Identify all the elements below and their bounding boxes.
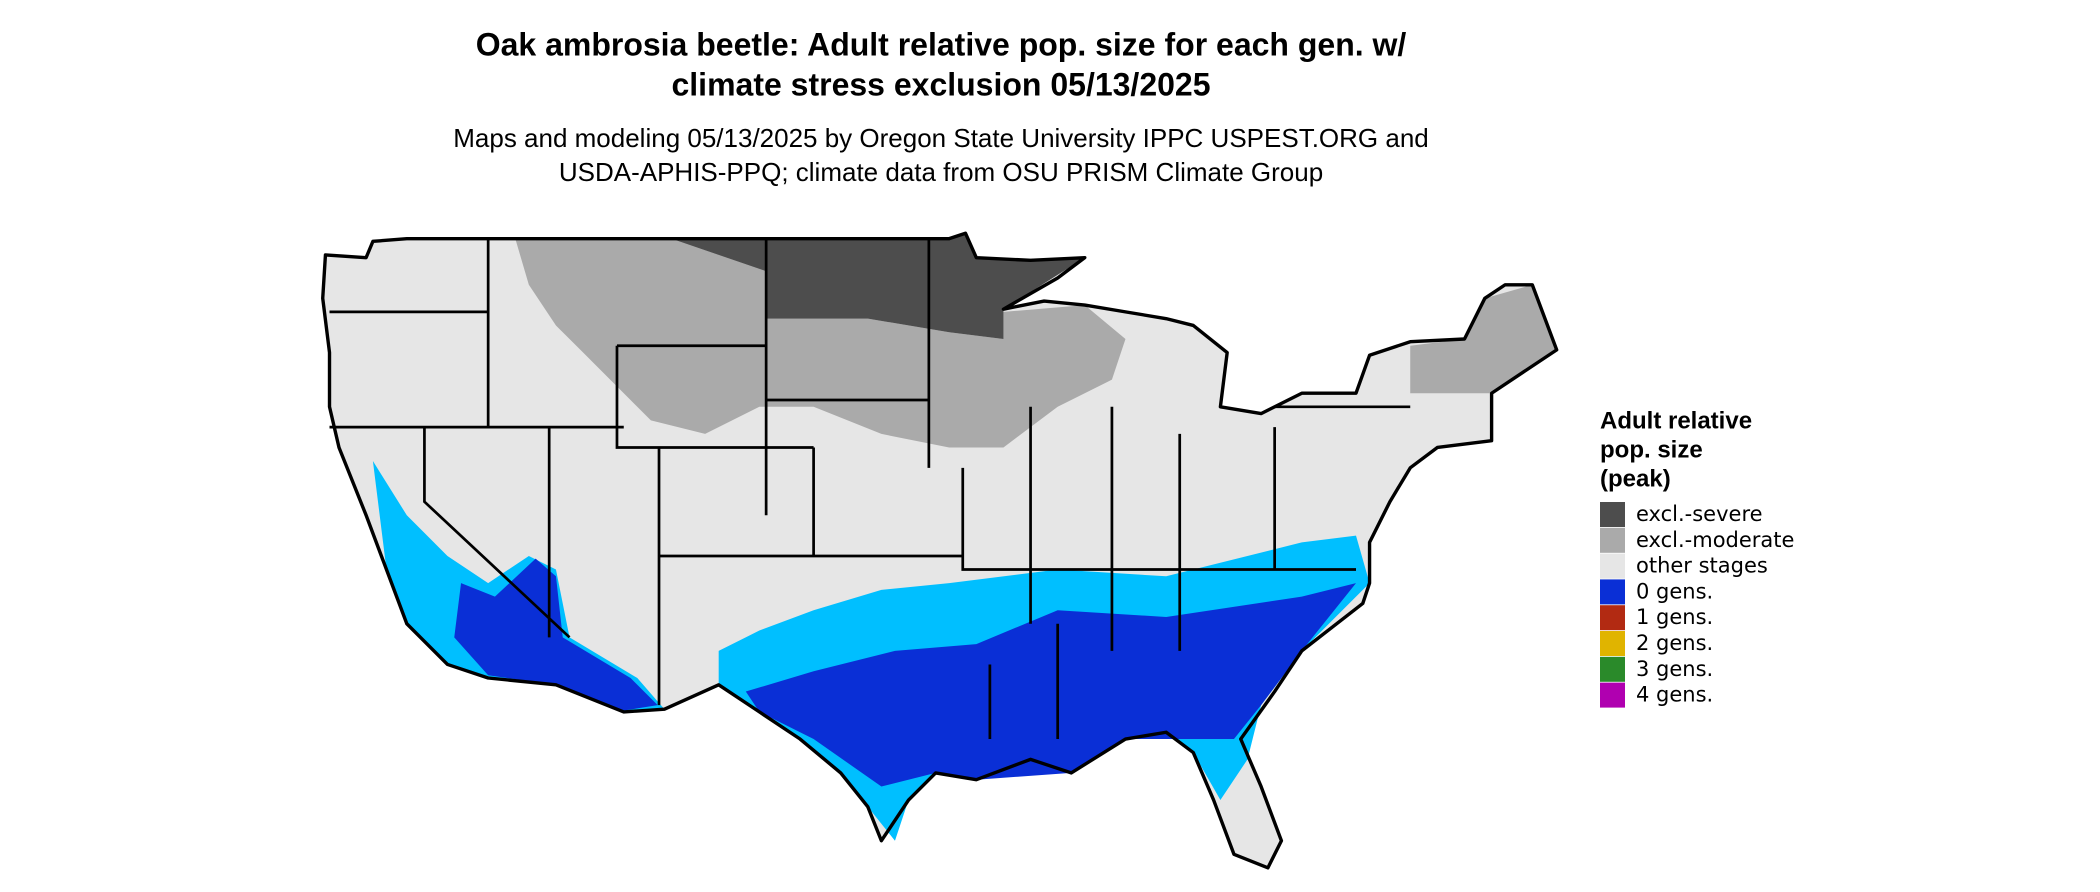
subtitle: USDA-APHIS-PPQ; climate data from OSU PR… <box>559 157 1323 187</box>
us-outline <box>321 231 1559 870</box>
title: Oak ambrosia beetle: Adult relative pop.… <box>476 26 1407 62</box>
legend-swatch <box>1600 605 1625 631</box>
legend-title: (peak) <box>1600 465 1671 492</box>
blue-region <box>745 583 1357 787</box>
moderate-region <box>515 238 1126 448</box>
legend-swatch <box>1600 579 1625 605</box>
legend-label: 2 gens. <box>1636 631 1713 655</box>
legend-label: excl.-moderate <box>1636 528 1794 552</box>
legend-swatch <box>1600 682 1625 708</box>
legend-label: 3 gens. <box>1636 657 1713 681</box>
legend-label: 0 gens. <box>1636 579 1713 603</box>
legend-swatch <box>1600 502 1625 527</box>
legend-label: 1 gens. <box>1636 605 1713 629</box>
legend-title: Adult relative <box>1600 407 1752 434</box>
legend-label: 4 gens. <box>1636 683 1713 707</box>
legend-swatch <box>1600 527 1625 553</box>
moderate-region <box>1410 284 1557 394</box>
state-borders <box>329 238 1411 740</box>
map <box>321 231 1559 870</box>
legend-label: excl.-severe <box>1636 502 1763 526</box>
legend-title: pop. size <box>1600 436 1703 463</box>
legend-swatch <box>1600 631 1625 656</box>
legend-swatch <box>1600 553 1625 579</box>
severe-region <box>671 233 1085 340</box>
blue-region <box>454 558 658 711</box>
legend-swatch <box>1600 656 1625 682</box>
title: climate stress exclusion 05/13/2025 <box>671 66 1210 102</box>
subtitle: Maps and modeling 05/13/2025 by Oregon S… <box>453 123 1429 153</box>
legend-label: other stages <box>1636 554 1768 578</box>
